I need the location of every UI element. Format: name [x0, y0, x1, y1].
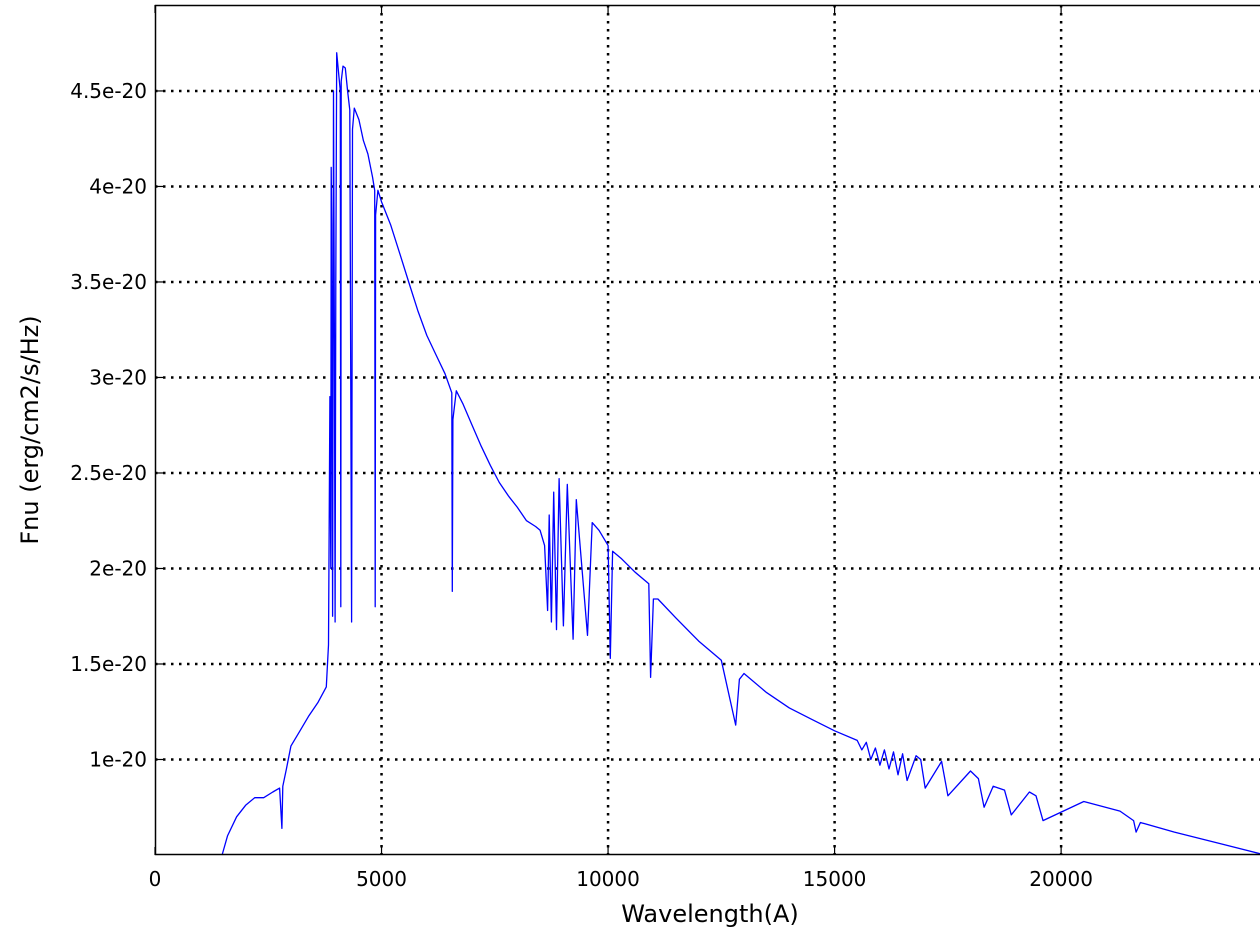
y-tick-label: 1.5e-20: [70, 652, 147, 676]
y-tick-label: 3.5e-20: [70, 270, 147, 294]
y-tick-label: 4e-20: [89, 174, 147, 198]
y-tick-label: 2.5e-20: [70, 461, 147, 485]
x-axis: 0 5000 10000 15000 20000: [149, 5, 1093, 891]
y-tick-label: 2e-20: [89, 556, 147, 580]
series-layer: [221, 52, 1260, 856]
y-axis-label: Fnu (erg/cm2/s/Hz): [16, 315, 44, 544]
grid-lines: [155, 5, 1260, 855]
x-axis-label: Wavelength(A): [621, 900, 799, 928]
spectrum-line: [221, 52, 1260, 856]
plot-frame: [154, 4, 1260, 856]
y-tick-label: 1e-20: [89, 747, 147, 771]
x-tick-label: 10000: [576, 867, 640, 891]
x-tick-label: 15000: [803, 867, 867, 891]
x-tick-label: 5000: [356, 867, 407, 891]
x-tick-label: 20000: [1029, 867, 1093, 891]
y-tick-label: 4.5e-20: [70, 79, 147, 103]
y-axis: 1e-20 1.5e-20 2e-20 2.5e-20 3e-20 3.5e-20 4e-2…: [70, 79, 163, 771]
x-tick-label: 0: [149, 867, 162, 891]
y-tick-label: 3e-20: [89, 365, 147, 389]
